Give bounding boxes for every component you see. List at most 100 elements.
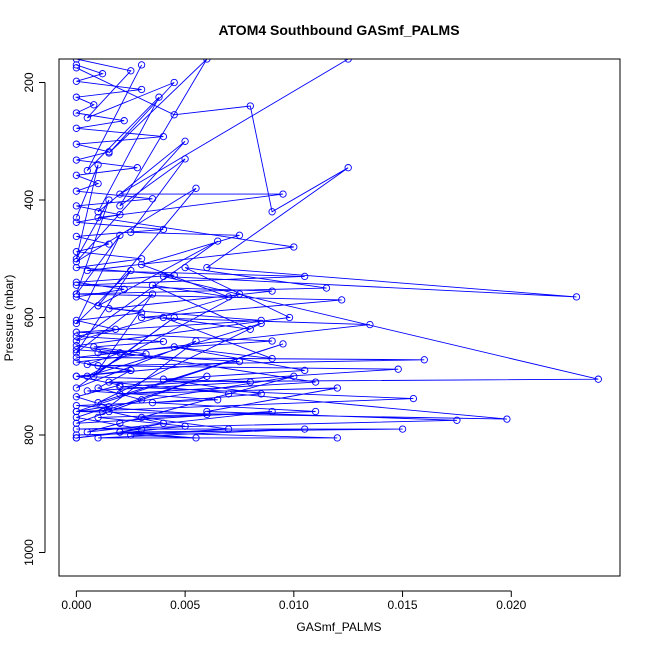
data-point bbox=[72, 218, 81, 226]
data-point bbox=[257, 390, 265, 398]
data-point bbox=[72, 349, 81, 357]
data-point bbox=[98, 70, 107, 78]
data-point bbox=[72, 332, 81, 340]
data-point bbox=[268, 337, 276, 345]
data-point bbox=[203, 59, 211, 63]
y-tick-label: 600 bbox=[22, 307, 36, 327]
y-tick-label: 200 bbox=[22, 72, 36, 92]
x-tick-label: 0.010 bbox=[279, 598, 309, 612]
data-point bbox=[137, 313, 146, 322]
data-point bbox=[268, 407, 276, 416]
data-point bbox=[453, 416, 461, 424]
data-point bbox=[301, 272, 309, 281]
data-point bbox=[72, 258, 81, 266]
data-point bbox=[170, 78, 178, 87]
data-point bbox=[127, 228, 135, 236]
data-point bbox=[94, 208, 102, 216]
data-point bbox=[170, 343, 178, 351]
data-group bbox=[72, 59, 602, 442]
data-point bbox=[72, 187, 81, 195]
data-point bbox=[137, 61, 146, 69]
data-point bbox=[72, 156, 81, 164]
series-line-5 bbox=[76, 59, 349, 439]
data-point bbox=[170, 313, 178, 322]
data-point bbox=[72, 346, 81, 354]
data-point bbox=[159, 132, 168, 141]
data-point bbox=[142, 350, 150, 358]
data-point bbox=[105, 149, 113, 157]
data-point bbox=[72, 248, 81, 256]
data-point bbox=[72, 281, 81, 289]
data-point bbox=[322, 284, 331, 292]
data-point bbox=[72, 425, 81, 433]
data-point bbox=[192, 184, 200, 192]
data-point bbox=[72, 59, 81, 63]
data-point bbox=[235, 357, 244, 366]
data-point bbox=[72, 342, 81, 350]
data-point bbox=[268, 354, 276, 363]
data-point bbox=[72, 401, 81, 410]
data-point bbox=[257, 316, 265, 325]
y-tick-label: 800 bbox=[22, 425, 36, 445]
data-point bbox=[94, 161, 102, 169]
data-point bbox=[311, 407, 320, 416]
data-point bbox=[72, 213, 81, 222]
data-point bbox=[116, 190, 124, 198]
data-point bbox=[72, 232, 81, 241]
data-point bbox=[72, 319, 81, 328]
data-point bbox=[155, 93, 163, 101]
data-point bbox=[420, 356, 428, 364]
x-tick-label: 0.020 bbox=[496, 598, 526, 612]
y-tick-label: 1000 bbox=[22, 539, 36, 566]
data-point bbox=[116, 231, 124, 239]
data-point bbox=[83, 387, 91, 395]
data-point bbox=[366, 320, 374, 329]
plot-layer bbox=[72, 59, 602, 442]
data-point bbox=[572, 293, 581, 301]
data-point bbox=[290, 372, 298, 380]
data-point bbox=[290, 243, 298, 251]
data-point bbox=[116, 428, 124, 436]
data-point bbox=[224, 390, 233, 398]
data-point bbox=[72, 337, 81, 345]
data-point bbox=[72, 263, 81, 272]
data-point bbox=[127, 67, 135, 75]
data-point bbox=[94, 413, 102, 422]
data-point bbox=[72, 372, 81, 380]
data-point bbox=[127, 266, 135, 275]
series-line-4 bbox=[76, 59, 316, 439]
data-point bbox=[83, 266, 91, 275]
data-point bbox=[127, 366, 135, 375]
data-point bbox=[72, 109, 81, 117]
y-axis-label: Pressure (mbar) bbox=[2, 275, 16, 362]
data-point bbox=[72, 413, 81, 422]
data-point bbox=[72, 290, 81, 298]
chart-title: ATOM4 Southbound GASmf_PALMS bbox=[218, 22, 459, 38]
data-point bbox=[116, 202, 124, 210]
data-point bbox=[224, 425, 233, 433]
data-point bbox=[268, 208, 276, 216]
data-point bbox=[338, 296, 346, 304]
data-point bbox=[192, 434, 200, 442]
data-point bbox=[105, 378, 113, 386]
data-point bbox=[148, 290, 157, 298]
data-point bbox=[409, 394, 418, 403]
data-point bbox=[159, 225, 168, 234]
data-point bbox=[116, 349, 124, 357]
data-point bbox=[246, 102, 254, 110]
data-point bbox=[94, 349, 102, 357]
data-point bbox=[133, 164, 141, 172]
data-point bbox=[83, 360, 91, 369]
data-point bbox=[116, 419, 124, 427]
data-point bbox=[311, 378, 320, 386]
y-tick-label: 400 bbox=[22, 190, 36, 210]
data-point bbox=[72, 77, 81, 85]
data-point bbox=[594, 375, 602, 383]
data-point bbox=[105, 196, 113, 204]
data-point bbox=[120, 117, 128, 125]
data-point bbox=[137, 85, 146, 94]
data-point bbox=[83, 114, 91, 122]
data-point bbox=[137, 413, 146, 422]
